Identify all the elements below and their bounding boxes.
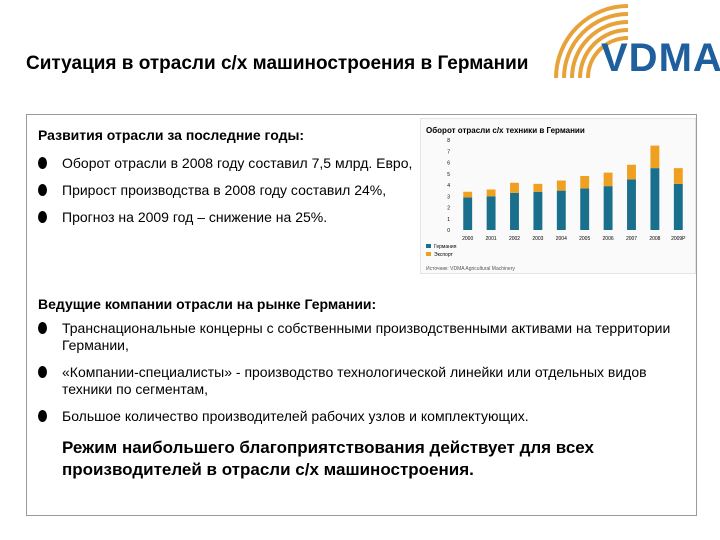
- slide-title: Ситуация в отрасли с/х машиностроения в …: [26, 53, 529, 74]
- turnover-chart: Оборот отрасли с/х техники в Германии 0 1…: [420, 118, 696, 274]
- section1-list: Оборот отрасли в 2008 году составил 7,5 …: [38, 155, 428, 236]
- y-tick-label: 3: [447, 194, 450, 200]
- bullet-icon: [38, 322, 47, 334]
- y-tick-label: 8: [447, 138, 450, 144]
- x-tick-label: 2005: [579, 236, 590, 242]
- vdma-logo-text: VDMA: [601, 36, 720, 80]
- bullet-icon: [38, 410, 47, 422]
- bar-domestic: [650, 168, 660, 230]
- y-tick-label: 0: [447, 228, 450, 234]
- section2-heading: Ведущие компании отрасли на рынке Герман…: [38, 296, 377, 312]
- bullet-icon: [38, 211, 47, 223]
- y-tick-label: 7: [447, 149, 450, 155]
- bar-domestic: [486, 196, 496, 230]
- section1-heading: Развития отрасли за последние годы:: [38, 127, 305, 143]
- chart-title: Оборот отрасли с/х техники в Германии: [426, 126, 585, 135]
- bar-export: [673, 168, 683, 184]
- legend-label: Германия: [434, 244, 457, 250]
- bullet-icon: [38, 157, 47, 169]
- section2-list: Транснациональные концерны с собственным…: [38, 320, 688, 435]
- bar-export: [580, 176, 590, 189]
- vdma-logo-arcs: [554, 4, 629, 79]
- bar-domestic: [627, 179, 636, 230]
- x-tick-label: 2006: [603, 236, 614, 242]
- x-tick-label: 2008: [649, 236, 660, 242]
- y-tick-label: 2: [447, 206, 450, 212]
- y-tick-label: 4: [447, 183, 450, 189]
- list-item: Транснациональные концерны с собственным…: [38, 320, 688, 354]
- list-item: «Компании-специалисты» - производство те…: [38, 364, 688, 398]
- content-frame: [26, 114, 697, 516]
- legend-swatch: [426, 252, 431, 256]
- bar-export: [486, 189, 496, 197]
- x-tick-label: 2003: [532, 236, 543, 242]
- bar-domestic: [580, 188, 590, 230]
- x-tick-label: 2002: [509, 236, 520, 242]
- x-tick-label: 2000: [462, 236, 473, 242]
- x-tick-label: 2004: [556, 236, 567, 242]
- y-tick-label: 1: [447, 217, 450, 223]
- list-item: Оборот отрасли в 2008 году составил 7,5 …: [38, 155, 428, 172]
- x-tick-label: 2007: [626, 236, 637, 242]
- bar-domestic: [510, 192, 519, 230]
- bar-export: [510, 182, 519, 193]
- bar-domestic: [603, 186, 613, 230]
- list-item: Большое количество производителей рабочи…: [38, 408, 688, 425]
- bar-domestic: [533, 191, 543, 230]
- bar-export: [603, 172, 613, 187]
- bar-export: [627, 164, 636, 180]
- legend-label: Экспорт: [434, 252, 453, 258]
- bullet-icon: [38, 184, 47, 196]
- x-tick-label: 2001: [486, 236, 497, 242]
- bar-domestic: [556, 190, 566, 230]
- bar-export: [463, 191, 473, 198]
- x-tick-label: 2009P: [671, 236, 686, 242]
- list-item: Прогноз на 2009 год – снижение на 25%.: [38, 209, 428, 226]
- legend-swatch: [426, 244, 431, 248]
- bar-export: [650, 145, 660, 169]
- y-tick-label: 5: [447, 172, 450, 178]
- bar-export: [556, 180, 566, 191]
- conclusion-text: Режим наибольшего благоприятствования де…: [62, 438, 594, 479]
- chart-source: Источник: VDMA Agricultural Machinery: [426, 266, 515, 272]
- bar-domestic: [673, 183, 683, 230]
- bar-domestic: [463, 197, 473, 230]
- list-item: Прирост производства в 2008 году состави…: [38, 182, 428, 199]
- bullet-icon: [38, 366, 47, 378]
- y-tick-label: 6: [447, 161, 450, 167]
- bar-export: [533, 183, 543, 192]
